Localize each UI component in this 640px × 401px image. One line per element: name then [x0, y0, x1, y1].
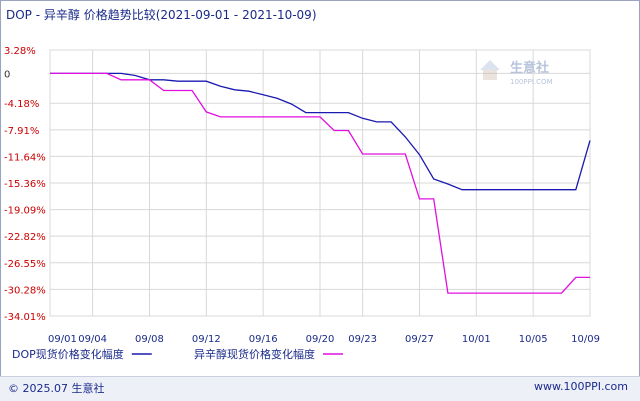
watermark-brand: 生意社 [510, 60, 549, 76]
watermark-url: 100PPI.COM [510, 78, 553, 86]
y-tick-label: -22.82% [4, 232, 46, 243]
x-tick-label: 09/16 [249, 334, 278, 345]
axes: 3.28% 0 -4.18% -7.91% -11.64% -15.36% -19.09% -… [4, 46, 600, 345]
x-tick-label: 09/12 [192, 334, 221, 345]
x-tick-label: 10/09 [571, 334, 600, 345]
y-tick-label: -15.36% [4, 179, 46, 190]
y-tick-label: -34.01% [4, 312, 46, 323]
series-lines [50, 72, 591, 294]
series-line-dop [50, 72, 591, 191]
y-tick-label: -11.64% [4, 152, 46, 163]
legend-label: DOP现货价格变化幅度 [12, 347, 124, 361]
footer-copyright: © 2025.07 生意社 [8, 382, 105, 395]
x-tick-label: 10/01 [462, 334, 491, 345]
x-tick-label: 09/20 [306, 334, 335, 345]
footer-site-link[interactable]: www.100PPI.com [534, 380, 628, 393]
y-tick-label: 0 [4, 69, 10, 80]
watermark: 生意社 100PPI.COM [480, 60, 553, 86]
series-line-2eh [50, 72, 590, 294]
x-tick-label: 10/05 [519, 334, 548, 345]
footer-bar [0, 376, 640, 401]
y-tick-label: -7.91% [4, 126, 39, 137]
x-tick-label: 09/08 [135, 334, 164, 345]
grid-lines [49, 49, 591, 317]
x-tick-label: 09/27 [405, 334, 434, 345]
watermark-logo-icon [480, 60, 500, 80]
y-tick-label: -4.18% [4, 99, 39, 110]
x-tick-label: 09/23 [348, 334, 377, 345]
legend: DOP现货价格变化幅度 异辛醇现货价格变化幅度 [12, 347, 343, 361]
x-tick-label: 09/01 [48, 334, 77, 345]
y-tick-label: -30.28% [4, 285, 46, 296]
x-tick-label: 09/04 [78, 334, 107, 345]
legend-label: 异辛醇现货价格变化幅度 [194, 347, 315, 361]
chart-title: DOP - 异辛醇 价格趋势比较(2021-09-01 - 2021-10-09… [6, 8, 317, 22]
y-tick-label: -19.09% [4, 206, 46, 217]
y-tick-label: 3.28% [4, 46, 36, 57]
line-chart: 生意社 100PPI.COM 3.28% 0 -4.18% -7.91% -11.64%… [4, 46, 600, 361]
y-tick-label: -26.55% [4, 259, 46, 270]
